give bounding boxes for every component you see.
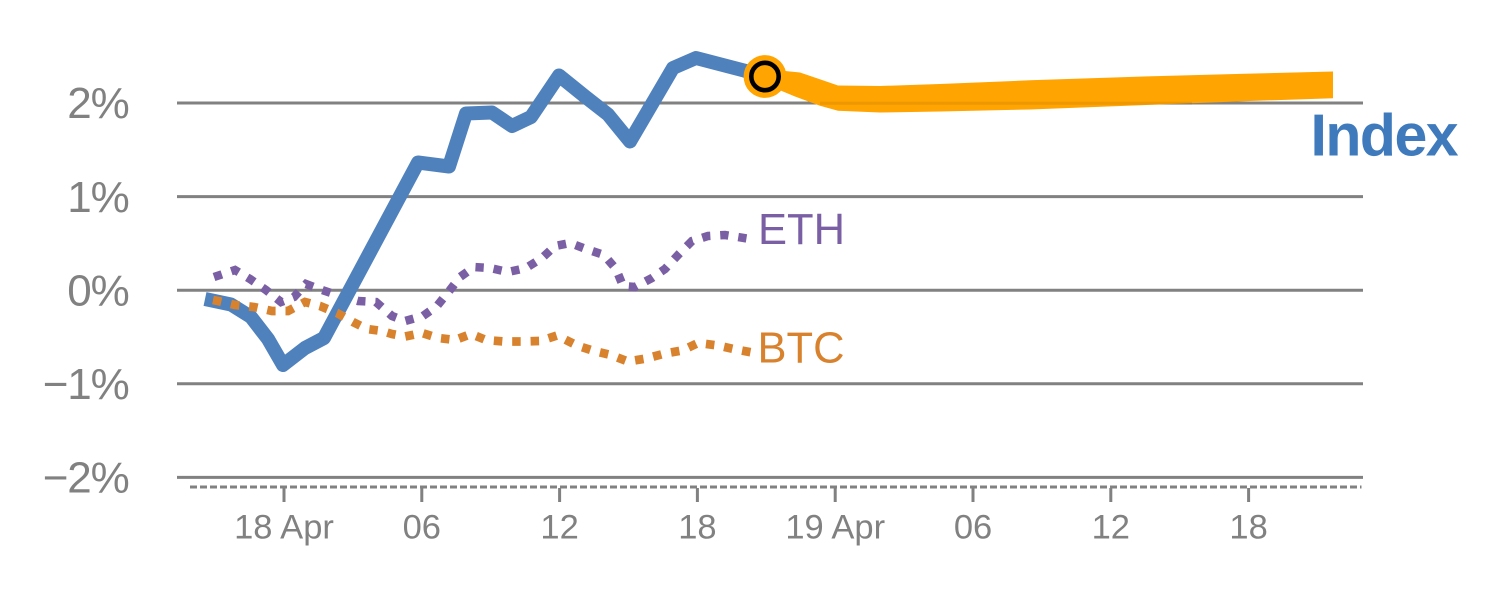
svg-text:12: 12 bbox=[1092, 509, 1130, 547]
svg-text:1%: 1% bbox=[67, 173, 128, 222]
svg-text:−1%: −1% bbox=[43, 360, 129, 409]
svg-text:06: 06 bbox=[403, 509, 441, 547]
svg-text:2%: 2% bbox=[67, 79, 128, 128]
svg-text:18: 18 bbox=[1229, 509, 1267, 547]
svg-text:ETH: ETH bbox=[758, 206, 845, 254]
svg-text:−2%: −2% bbox=[43, 454, 129, 503]
svg-text:0%: 0% bbox=[67, 266, 128, 315]
svg-text:12: 12 bbox=[540, 509, 578, 547]
svg-text:Index: Index bbox=[1311, 102, 1459, 168]
svg-text:BTC: BTC bbox=[758, 325, 845, 373]
svg-text:18: 18 bbox=[678, 509, 716, 547]
svg-text:19 Apr: 19 Apr bbox=[785, 509, 885, 547]
svg-text:06: 06 bbox=[954, 509, 992, 547]
svg-text:18 Apr: 18 Apr bbox=[234, 509, 334, 547]
